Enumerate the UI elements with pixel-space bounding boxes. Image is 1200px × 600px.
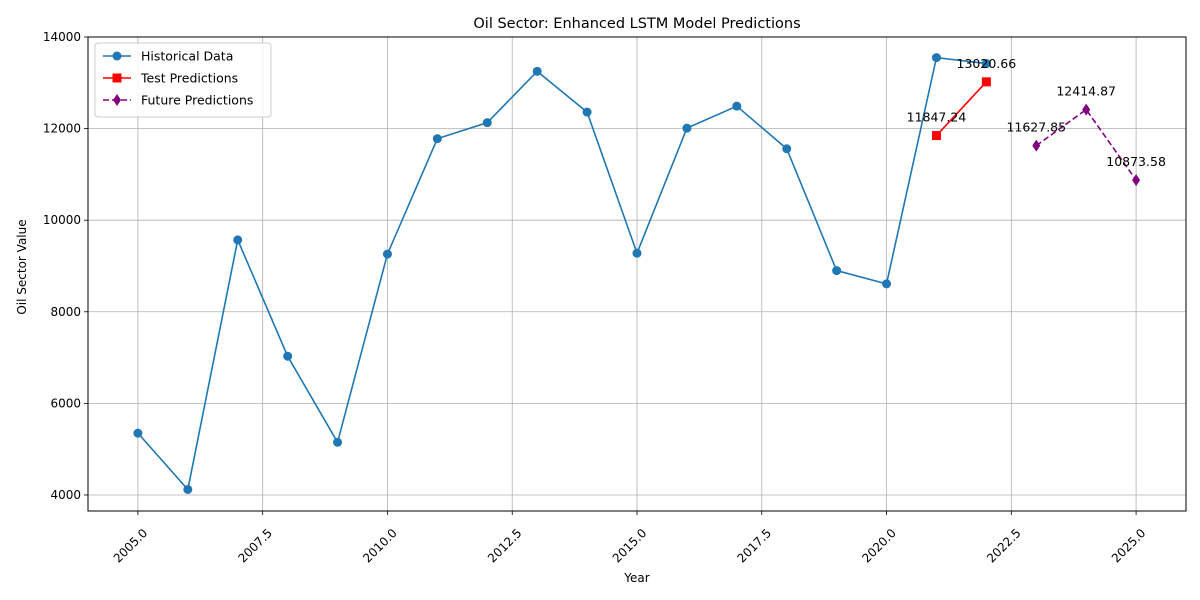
series-line (1035, 108, 1137, 181)
y-tick-label: 14000 (43, 30, 81, 44)
x-tick-label: 2007.5 (235, 526, 275, 566)
data-point (1132, 174, 1141, 187)
legend-entry: Test Predictions (140, 71, 238, 86)
data-point (432, 134, 442, 144)
data-point (333, 437, 343, 447)
data-point (133, 428, 143, 438)
data-point (1032, 139, 1041, 152)
x-tick-label: 2010.0 (360, 526, 400, 566)
x-tick-label: 2017.5 (735, 526, 775, 566)
data-point (582, 107, 592, 117)
series-line (935, 81, 987, 137)
data-point (732, 101, 742, 111)
y-tick-label: 4000 (50, 488, 81, 502)
y-axis: 4000 6000 8000 10000 12000 14000 (43, 30, 88, 502)
data-point (1082, 103, 1091, 116)
x-axis: 2005.0 2007.5 2010.0 2012.5 2015.0 2017.5 2020… (111, 511, 1149, 566)
series-layer (133, 53, 1141, 494)
data-point (931, 131, 941, 141)
series-future-predictions (1032, 103, 1141, 187)
legend-marker (112, 73, 122, 83)
data-point (283, 351, 293, 361)
x-tick-label: 2015.0 (610, 526, 650, 566)
grid (88, 36, 1186, 511)
chart-title: Oil Sector: Enhanced LSTM Model Predicti… (473, 16, 800, 32)
legend: Historical Data Test Predictions Future Pr… (94, 42, 272, 118)
legend-entry: Future Predictions (141, 93, 253, 108)
legend-box (94, 42, 272, 118)
data-point (882, 279, 892, 289)
data-point (832, 266, 842, 276)
y-tick-label: 10000 (43, 213, 81, 227)
x-tick-label: 2022.5 (984, 526, 1024, 566)
x-tick-label: 2012.5 (485, 526, 525, 566)
y-axis-label: Oil Sector Value (15, 219, 29, 314)
legend-marker (113, 94, 121, 106)
series-historical-data (133, 53, 991, 494)
data-point (233, 235, 243, 245)
data-label: 12414.87 (1056, 84, 1116, 99)
data-point (183, 484, 193, 494)
data-point (682, 123, 692, 133)
legend-entry: Historical Data (141, 49, 233, 64)
annotations: 11847.24 13020.66 11627.85 12414.87 10873.58 (907, 56, 1166, 169)
data-point (532, 66, 542, 76)
data-label: 13020.66 (957, 56, 1017, 71)
x-tick-label: 2020.0 (859, 526, 899, 566)
x-tick-label: 2005.0 (111, 526, 151, 566)
data-point (382, 249, 392, 259)
data-point (931, 53, 941, 63)
y-tick-label: 12000 (43, 122, 81, 136)
y-tick-label: 6000 (50, 396, 81, 410)
series-line (137, 56, 987, 492)
data-point (981, 59, 991, 69)
data-point (482, 118, 492, 128)
x-axis-label: Year (623, 571, 649, 585)
legend-marker (112, 51, 122, 61)
data-point (782, 144, 792, 154)
data-label: 10873.58 (1106, 154, 1166, 169)
data-label: 11847.24 (907, 110, 967, 125)
y-tick-label: 8000 (50, 305, 81, 319)
x-tick-label: 2025.0 (1109, 526, 1149, 566)
series-test-predictions (931, 77, 991, 141)
data-label: 11627.85 (1006, 120, 1066, 135)
data-point (632, 248, 642, 258)
data-point (981, 77, 991, 87)
